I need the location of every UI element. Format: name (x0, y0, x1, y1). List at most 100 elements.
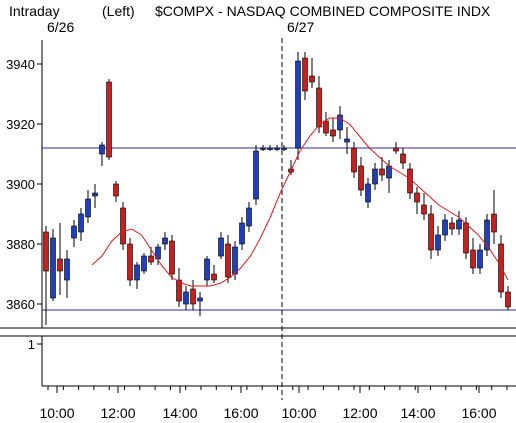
candle (218, 232, 224, 259)
candle-body (463, 222, 469, 254)
candle-body (442, 219, 448, 236)
candle-body (169, 240, 175, 275)
candle-body (141, 255, 147, 272)
candle-body (295, 60, 301, 149)
candle-body (372, 168, 378, 185)
candle-body (232, 246, 238, 275)
x-tick-label: 12:00 (100, 405, 135, 421)
y-tick-label: 3900 (6, 177, 35, 192)
candle-body (309, 75, 315, 83)
candle (92, 184, 98, 208)
candle (281, 145, 287, 151)
candle-body (148, 255, 154, 263)
candle-body (176, 279, 182, 302)
candle-body (484, 219, 490, 251)
candle-body (183, 291, 189, 305)
candle (358, 157, 364, 196)
candle-body (106, 81, 112, 158)
candle-body (365, 183, 371, 203)
candle-body (344, 138, 350, 143)
x-tick-label: 16:00 (223, 405, 258, 421)
x-tick-label: 10:00 (39, 405, 74, 421)
session-date-1: 6/26 (47, 19, 74, 35)
x-tick-label: 16:00 (461, 405, 496, 421)
candle-body (218, 237, 224, 257)
candle-body (43, 231, 49, 272)
candle (239, 217, 245, 250)
candle-body (414, 192, 420, 203)
candle (456, 211, 462, 235)
candle-body (204, 258, 210, 281)
y-tick-label: 3860 (6, 297, 35, 312)
candle-body (505, 291, 511, 308)
header-left-label: Intraday (9, 3, 60, 19)
candle-body (267, 147, 273, 150)
candle-body (134, 264, 140, 281)
candle (379, 157, 385, 181)
candle-body (99, 144, 105, 155)
candle-body (456, 219, 462, 230)
candle-body (351, 147, 357, 173)
candle (141, 253, 147, 274)
candle-body (85, 198, 91, 218)
candle (57, 223, 63, 295)
price-plot: 3860 3880 3900 3920 3940 (0, 38, 516, 400)
candle-body (449, 222, 455, 230)
candle (323, 112, 329, 136)
candle-body (50, 237, 56, 299)
candle-body (211, 273, 217, 281)
candle-body (281, 147, 287, 150)
candle-body (155, 246, 161, 260)
candle (162, 232, 168, 250)
candle (253, 145, 259, 205)
candle-body (386, 165, 392, 179)
candle-body (113, 183, 119, 197)
candle (169, 235, 175, 280)
candle-body (330, 129, 336, 137)
candle (64, 250, 70, 298)
lower-y-tick-label: 1 (28, 337, 35, 352)
candle (155, 244, 161, 265)
candle-body (421, 204, 427, 215)
session-date-2: 6/27 (287, 19, 314, 35)
candle-body (246, 207, 252, 227)
candle (435, 226, 441, 256)
candle-body (400, 153, 406, 164)
candle-body (190, 288, 196, 305)
candle (99, 142, 105, 166)
candle (50, 229, 56, 301)
candle (197, 292, 203, 316)
candle-body (92, 192, 98, 197)
candle (421, 193, 427, 220)
candle (400, 148, 406, 169)
y-tick-label: 3880 (6, 237, 35, 252)
x-tick-label: 14:00 (400, 405, 435, 421)
candle-body (358, 165, 364, 191)
candle (246, 202, 252, 232)
candle (344, 127, 350, 154)
candle-body (64, 258, 70, 281)
header-mode: (Left) (102, 3, 135, 19)
candle (491, 190, 497, 244)
candle (134, 262, 140, 289)
candle (330, 118, 336, 142)
candle-body (197, 297, 203, 302)
candle-body (393, 147, 399, 152)
candle (113, 181, 119, 202)
candle (505, 286, 511, 310)
candle (78, 208, 84, 241)
candle-body (379, 168, 385, 176)
candle-body (316, 87, 322, 128)
candle-body (428, 213, 434, 251)
x-tick-label: 10:00 (281, 405, 316, 421)
candle (120, 202, 126, 250)
candle (85, 190, 91, 223)
candle-body (337, 114, 343, 131)
moving-average-line (91, 117, 509, 287)
candle-body (435, 234, 441, 251)
candle-body (78, 213, 84, 233)
y-tick-label: 3920 (6, 117, 35, 132)
candle (428, 205, 434, 259)
candle (211, 265, 217, 283)
candle (295, 52, 301, 160)
